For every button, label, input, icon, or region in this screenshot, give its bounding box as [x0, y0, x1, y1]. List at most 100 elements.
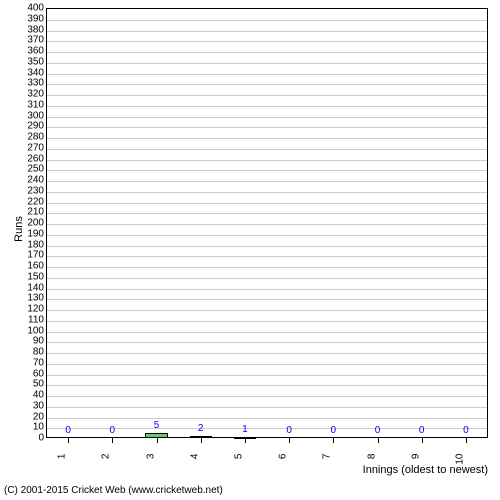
y-tick-label: 140	[27, 282, 44, 293]
y-tick-label: 60	[33, 368, 44, 379]
gridline	[47, 396, 487, 397]
bar-value-label: 0	[375, 425, 381, 436]
x-tick-mark	[378, 438, 379, 443]
gridline	[47, 84, 487, 85]
x-tick-label: 7	[322, 454, 333, 468]
gridline	[47, 332, 487, 333]
y-tick-label: 110	[28, 314, 44, 325]
y-tick-label: 30	[33, 400, 44, 411]
y-tick-label: 390	[27, 13, 44, 24]
y-tick-label: 210	[27, 207, 44, 218]
y-tick-label: 170	[27, 250, 44, 261]
y-tick-label: 300	[27, 110, 44, 121]
y-tick-label: 380	[27, 24, 44, 35]
x-tick-label: 5	[233, 454, 244, 468]
y-tick-label: 20	[33, 411, 44, 422]
y-tick-label: 260	[27, 153, 44, 164]
y-tick-label: 320	[27, 89, 44, 100]
x-axis-label: Innings (oldest to newest)	[363, 464, 488, 476]
gridline	[47, 289, 487, 290]
gridline	[47, 267, 487, 268]
gridline	[47, 407, 487, 408]
y-tick-label: 330	[27, 78, 44, 89]
y-tick-label: 80	[33, 347, 44, 358]
y-tick-label: 90	[33, 336, 44, 347]
gridline	[47, 117, 487, 118]
gridline	[47, 138, 487, 139]
y-tick-label: 120	[27, 304, 44, 315]
gridline	[47, 418, 487, 419]
chart-plot-area	[46, 8, 488, 438]
y-tick-label: 280	[27, 132, 44, 143]
gridline	[47, 170, 487, 171]
y-tick-label: 0	[38, 433, 44, 444]
x-tick-mark	[466, 438, 467, 443]
y-tick-label: 180	[27, 239, 44, 250]
bar-value-label: 0	[286, 425, 292, 436]
gridline	[47, 342, 487, 343]
bar-value-label: 2	[198, 423, 204, 434]
y-tick-label: 150	[27, 271, 44, 282]
x-tick-label: 3	[145, 454, 156, 468]
gridline	[47, 106, 487, 107]
y-tick-label: 50	[33, 379, 44, 390]
x-tick-label: 4	[189, 454, 200, 468]
gridline	[47, 246, 487, 247]
gridline	[47, 41, 487, 42]
gridline	[47, 278, 487, 279]
gridline	[47, 213, 487, 214]
gridline	[47, 364, 487, 365]
y-tick-label: 400	[27, 3, 44, 14]
x-tick-mark	[333, 438, 334, 443]
gridline	[47, 224, 487, 225]
y-tick-label: 240	[27, 175, 44, 186]
y-tick-label: 10	[33, 422, 44, 433]
bar-value-label: 0	[331, 425, 337, 436]
y-tick-label: 250	[27, 164, 44, 175]
gridline	[47, 256, 487, 257]
gridline	[47, 192, 487, 193]
gridline	[47, 310, 487, 311]
gridline	[47, 74, 487, 75]
y-tick-label: 100	[27, 325, 44, 336]
gridline	[47, 127, 487, 128]
y-tick-label: 340	[27, 67, 44, 78]
bar-value-label: 1	[242, 424, 248, 435]
bar	[190, 436, 212, 438]
gridline	[47, 20, 487, 21]
y-tick-label: 130	[27, 293, 44, 304]
gridline	[47, 149, 487, 150]
bar-value-label: 0	[463, 425, 469, 436]
y-tick-label: 370	[27, 35, 44, 46]
y-tick-label: 190	[27, 228, 44, 239]
y-tick-label: 160	[27, 261, 44, 272]
x-tick-label: 2	[101, 454, 112, 468]
x-tick-mark	[201, 438, 202, 443]
x-tick-label: 1	[57, 454, 68, 468]
gridline	[47, 375, 487, 376]
gridline	[47, 31, 487, 32]
y-tick-label: 200	[27, 218, 44, 229]
bar	[145, 433, 167, 438]
y-tick-label: 290	[27, 121, 44, 132]
gridline	[47, 52, 487, 53]
bar-value-label: 0	[65, 425, 71, 436]
y-tick-label: 270	[27, 142, 44, 153]
bar-value-label: 5	[154, 420, 160, 431]
gridline	[47, 321, 487, 322]
x-tick-mark	[289, 438, 290, 443]
x-tick-mark	[422, 438, 423, 443]
y-tick-label: 310	[27, 99, 44, 110]
y-tick-label: 220	[27, 196, 44, 207]
y-axis-label: Runs	[13, 216, 25, 242]
gridline	[47, 385, 487, 386]
gridline	[47, 63, 487, 64]
x-tick-label: 9	[410, 454, 421, 468]
copyright-text: (C) 2001-2015 Cricket Web (www.cricketwe…	[4, 485, 223, 496]
gridline	[47, 203, 487, 204]
y-tick-label: 40	[33, 390, 44, 401]
x-tick-label: 6	[278, 454, 289, 468]
y-tick-label: 230	[27, 185, 44, 196]
bar-value-label: 0	[419, 425, 425, 436]
x-tick-mark	[112, 438, 113, 443]
